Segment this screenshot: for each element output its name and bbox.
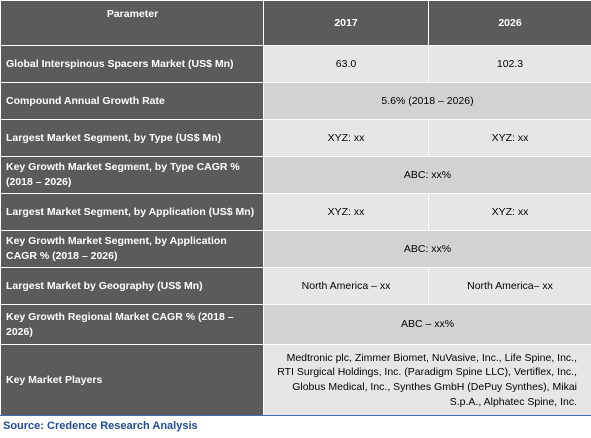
merged-value: 5.6% (2018 – 2026) [263,82,591,120]
row-parameter: Largest Market Segment, by Application (… [0,193,264,231]
key-players-list: Medtronic plc, Zimmer Biomet, NuVasive, … [263,344,591,416]
merged-value: ABC: xx% [263,156,591,194]
row-parameter: Largest Market by Geography (US$ Mn) [0,267,264,305]
header-2017: 2017 [263,0,429,46]
table-row: Key Growth Market Segment, by Applicatio… [0,230,591,268]
row-parameter: Key Market Players [0,344,264,416]
row-parameter: Global Interspinous Spacers Market (US$ … [0,45,264,83]
market-summary-table: Parameter 2017 2026 Global Interspinous … [0,0,591,416]
header-parameter: Parameter [0,0,264,46]
merged-value: ABC – xx% [263,304,591,345]
value-2017: 63.0 [263,45,429,83]
table-row: Compound Annual Growth Rate 5.6% (2018 –… [0,82,591,120]
value-2017: XYZ: xx [263,193,429,231]
table-row: Largest Market Segment, by Type (US$ Mn)… [0,119,591,157]
row-parameter: Key Growth Regional Market CAGR % (2018 … [0,304,264,345]
table-row: Largest Market by Geography (US$ Mn) Nor… [0,267,591,305]
value-2026: North America– xx [428,267,591,305]
source-note: Source: Credence Research Analysis [0,415,591,438]
header-row: Parameter 2017 2026 [0,0,591,46]
header-2026: 2026 [428,0,591,46]
value-2017: North America – xx [263,267,429,305]
value-2026: XYZ: xx [428,119,591,157]
table-row: Key Market Players Medtronic plc, Zimmer… [0,344,591,416]
row-parameter: Compound Annual Growth Rate [0,82,264,120]
table-row: Key Growth Market Segment, by Type CAGR … [0,156,591,194]
row-parameter: Key Growth Market Segment, by Applicatio… [0,230,264,268]
row-parameter: Key Growth Market Segment, by Type CAGR … [0,156,264,194]
table-row: Key Growth Regional Market CAGR % (2018 … [0,304,591,345]
merged-value: ABC: xx% [263,230,591,268]
table-row: Largest Market Segment, by Application (… [0,193,591,231]
value-2026: 102.3 [428,45,591,83]
table-row: Global Interspinous Spacers Market (US$ … [0,45,591,83]
value-2026: XYZ: xx [428,193,591,231]
value-2017: XYZ: xx [263,119,429,157]
row-parameter: Largest Market Segment, by Type (US$ Mn) [0,119,264,157]
